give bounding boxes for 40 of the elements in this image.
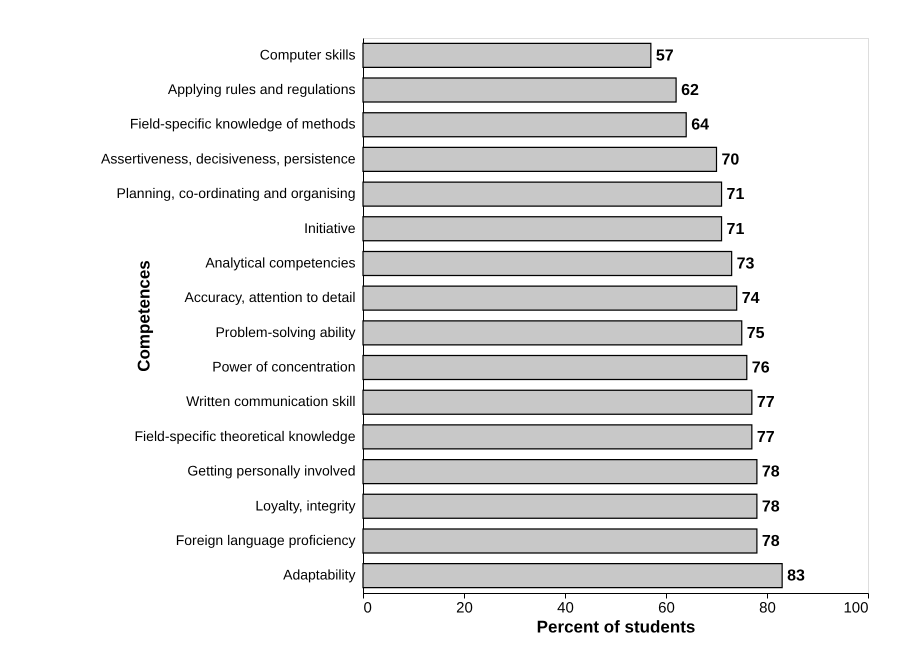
data-label: 73 <box>736 255 755 272</box>
data-label: 74 <box>742 290 760 308</box>
data-label: 71 <box>726 186 744 204</box>
y-tick-label: Field-specific theoretical knowledge <box>134 428 356 444</box>
x-axis-title: Percent of students <box>536 618 696 636</box>
data-label: 70 <box>722 151 740 168</box>
y-tick-label: Problem-solving ability <box>215 324 356 340</box>
y-tick-label: Power of concentration <box>212 358 356 375</box>
data-label: 62 <box>681 82 699 100</box>
y-tick-label: Adaptability <box>283 566 356 583</box>
x-tick-label: 60 <box>658 600 675 616</box>
data-label: 57 <box>656 47 674 64</box>
data-label: 64 <box>691 116 710 134</box>
data-label: 75 <box>746 324 765 342</box>
data-label: 78 <box>762 464 780 481</box>
x-tick-label: 100 <box>843 600 868 616</box>
data-label: 77 <box>756 394 775 412</box>
data-label: 83 <box>787 568 806 585</box>
y-tick-label: Analytical competencies <box>205 254 356 270</box>
y-tick-label: Foreign language proficiency <box>176 532 356 548</box>
x-tick-label: 0 <box>364 600 372 616</box>
y-tick-label: Loyalty, integrity <box>255 497 356 514</box>
y-tick-label: Written communication skill <box>186 393 356 410</box>
y-tick-label: Planning, co-ordinating and organising <box>116 185 356 202</box>
data-label: 76 <box>752 360 770 377</box>
y-tick-label: Computer skills <box>260 46 356 62</box>
data-label: 71 <box>726 220 744 238</box>
y-tick-label: Assertiveness, decisiveness, persistence <box>101 150 356 166</box>
y-tick-label: Accuracy, attention to detail <box>184 289 356 306</box>
x-tick-label: 80 <box>759 600 776 616</box>
x-tick-label: 20 <box>456 600 473 616</box>
y-tick-label: Applying rules and regulations <box>168 81 356 98</box>
y-axis-title: Competences <box>134 260 154 372</box>
x-tick-label: 40 <box>557 600 574 616</box>
data-label: 78 <box>762 498 780 516</box>
y-tick-label: Field-specific knowledge of methods <box>130 116 356 132</box>
data-label: 78 <box>762 532 780 550</box>
y-tick-label: Getting personally involved <box>187 462 356 479</box>
y-tick-label: Initiative <box>304 220 356 236</box>
data-label: 77 <box>756 428 775 446</box>
